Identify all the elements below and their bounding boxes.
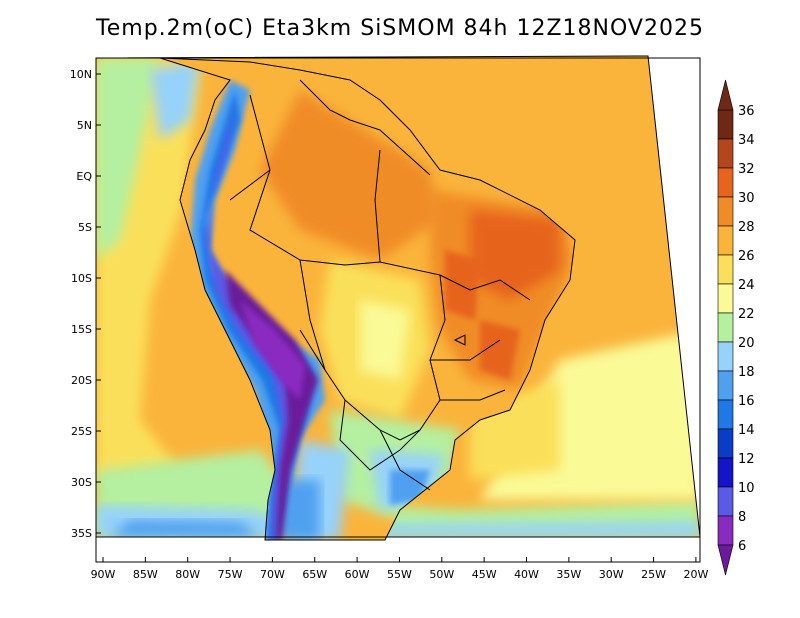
lon-tick-label: 90W xyxy=(91,568,116,581)
lon-tick-label: 40W xyxy=(514,568,539,581)
colorbar-label: 12 xyxy=(738,452,755,467)
lon-tick-label: 80W xyxy=(175,568,200,581)
lat-tick-label: 10N xyxy=(70,68,92,81)
colorbar-label: 34 xyxy=(738,133,755,148)
lon-tick-label: 70W xyxy=(260,568,285,581)
colorbar-max-triangle xyxy=(717,79,734,111)
lon-tick-label: 30W xyxy=(599,568,624,581)
lon-tick-label: 50W xyxy=(429,568,454,581)
lon-tick-label: 20W xyxy=(683,568,708,581)
colorbar-label: 10 xyxy=(738,481,755,496)
colorbar-label: 28 xyxy=(738,220,755,235)
colorbar-segment xyxy=(717,515,734,546)
colorbar-label: 36 xyxy=(738,104,755,119)
map-title: Temp.2m(oC) Eta3km SiSMOM 84h 12Z18NOV20… xyxy=(96,16,704,41)
colorbar-segment xyxy=(717,225,734,256)
colorbar-segment xyxy=(717,254,734,285)
lat-tick-label: 15S xyxy=(71,323,92,336)
plot-axes-box xyxy=(95,57,701,563)
colorbar-segment xyxy=(717,196,734,227)
colorbar-segment xyxy=(717,399,734,430)
colorbar-segment xyxy=(717,486,734,517)
lon-tick-label: 65W xyxy=(302,568,327,581)
colorbar-label: 18 xyxy=(738,365,755,380)
lat-tick-label: 30S xyxy=(71,476,92,489)
colorbar-label: 6 xyxy=(738,539,746,554)
lon-tick-label: 25W xyxy=(641,568,666,581)
lon-tick-label: 75W xyxy=(218,568,243,581)
lon-tick-label: 45W xyxy=(472,568,497,581)
colorbar-segment xyxy=(717,370,734,401)
lat-tick-label: 5S xyxy=(78,221,92,234)
lat-tick-label: 20S xyxy=(71,374,92,387)
colorbar-label: 22 xyxy=(738,307,755,322)
lon-tick-label: 85W xyxy=(133,568,158,581)
colorbar-label: 30 xyxy=(738,191,755,206)
lat-tick-label: 5N xyxy=(77,119,92,132)
lon-tick-label: 55W xyxy=(387,568,412,581)
lat-tick-label: EQ xyxy=(76,170,92,183)
colorbar-label: 26 xyxy=(738,249,755,264)
lon-tick-label: 35W xyxy=(556,568,581,581)
lat-tick-label: 25S xyxy=(71,425,92,438)
colorbar-segment xyxy=(717,167,734,198)
latitude-ticks: 10N 5N EQ 5S 10S 15S 20S 25S 30S 35S xyxy=(70,68,101,540)
lat-tick-label: 35S xyxy=(71,527,92,540)
colorbar-label: 24 xyxy=(738,278,755,293)
colorbar-segment xyxy=(717,428,734,459)
colorbar-label: 8 xyxy=(738,510,746,525)
longitude-ticks: 90W 85W 80W 75W 70W 65W 60W 55W 50W 45W 40W 35W 30W 2… xyxy=(91,557,708,581)
colorbar: 6 8 10 12 14 16 18 20 22 24 26 28 30 32 34 36 xyxy=(717,79,755,576)
lon-tick-label: 60W xyxy=(345,568,370,581)
colorbar-segment xyxy=(717,457,734,488)
colorbar-segment xyxy=(717,312,734,343)
colorbar-label: 32 xyxy=(738,162,755,177)
colorbar-label: 20 xyxy=(738,336,755,351)
colorbar-segment xyxy=(717,341,734,372)
country-borders xyxy=(159,57,576,541)
colorbar-segment xyxy=(717,138,734,169)
colorbar-label: 16 xyxy=(738,394,755,409)
colorbar-segment xyxy=(717,283,734,314)
colorbar-min-triangle xyxy=(717,544,734,576)
colorbar-label: 14 xyxy=(738,423,755,438)
colorbar-segment xyxy=(717,109,734,140)
lat-tick-label: 10S xyxy=(71,272,92,285)
